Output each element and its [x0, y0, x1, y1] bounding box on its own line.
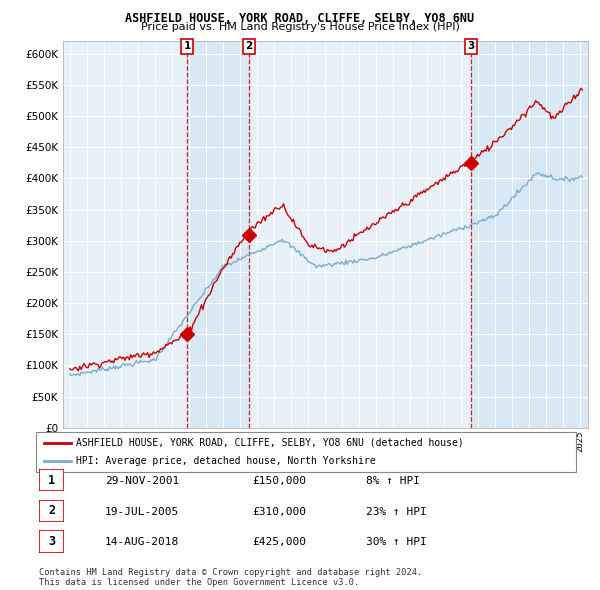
- Text: 1: 1: [184, 41, 191, 51]
- Text: 29-NOV-2001: 29-NOV-2001: [105, 476, 179, 486]
- Text: 19-JUL-2005: 19-JUL-2005: [105, 507, 179, 516]
- FancyBboxPatch shape: [39, 469, 64, 491]
- Text: Contains HM Land Registry data © Crown copyright and database right 2024.
This d: Contains HM Land Registry data © Crown c…: [39, 568, 422, 587]
- Text: £150,000: £150,000: [252, 476, 306, 486]
- Text: 3: 3: [467, 41, 475, 51]
- Text: Price paid vs. HM Land Registry's House Price Index (HPI): Price paid vs. HM Land Registry's House …: [140, 22, 460, 32]
- Text: 23% ↑ HPI: 23% ↑ HPI: [366, 507, 427, 516]
- Text: 14-AUG-2018: 14-AUG-2018: [105, 537, 179, 547]
- FancyBboxPatch shape: [39, 530, 64, 553]
- Text: 30% ↑ HPI: 30% ↑ HPI: [366, 537, 427, 547]
- Text: HPI: Average price, detached house, North Yorkshire: HPI: Average price, detached house, Nort…: [77, 456, 376, 466]
- Text: 1: 1: [48, 474, 55, 487]
- Text: ASHFIELD HOUSE, YORK ROAD, CLIFFE, SELBY, YO8 6NU: ASHFIELD HOUSE, YORK ROAD, CLIFFE, SELBY…: [125, 12, 475, 25]
- Bar: [471, 41, 588, 428]
- Text: 2: 2: [245, 41, 253, 51]
- Text: £310,000: £310,000: [252, 507, 306, 516]
- Text: 3: 3: [48, 535, 55, 548]
- Text: £425,000: £425,000: [252, 537, 306, 547]
- Bar: [187, 41, 249, 428]
- Text: 8% ↑ HPI: 8% ↑ HPI: [366, 476, 420, 486]
- FancyBboxPatch shape: [36, 432, 576, 472]
- FancyBboxPatch shape: [39, 500, 64, 522]
- Text: ASHFIELD HOUSE, YORK ROAD, CLIFFE, SELBY, YO8 6NU (detached house): ASHFIELD HOUSE, YORK ROAD, CLIFFE, SELBY…: [77, 438, 464, 448]
- Text: 2: 2: [48, 504, 55, 517]
